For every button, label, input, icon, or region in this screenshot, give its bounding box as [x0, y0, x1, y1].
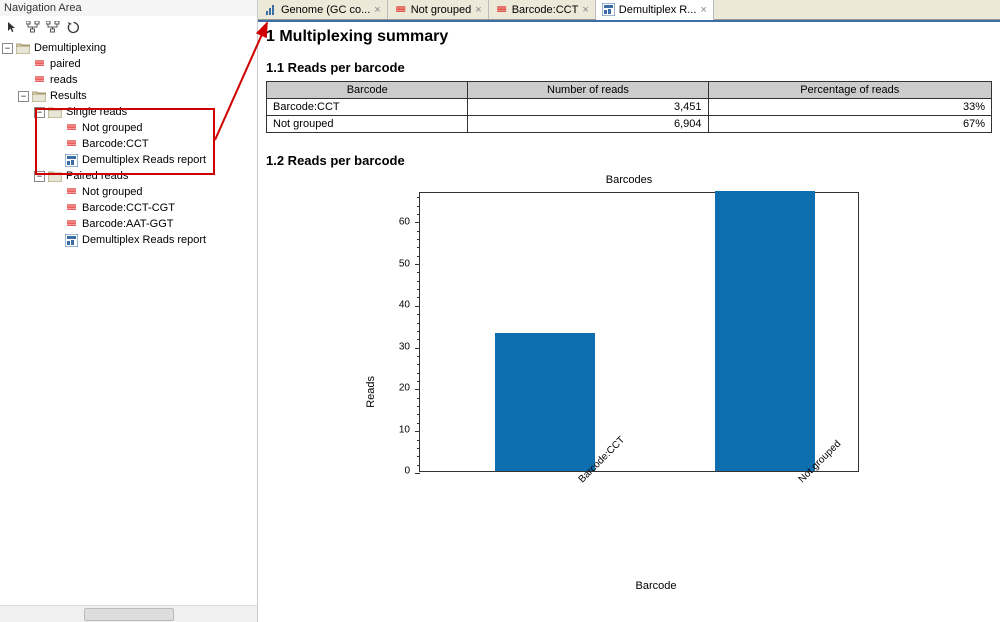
tree-item-paired[interactable]: ≡≡ paired — [0, 56, 257, 72]
navigation-panel: Navigation Area − Demultiplexing ≡≡ pair… — [0, 0, 258, 622]
tree-label: Barcode:CCT — [82, 138, 149, 150]
reads-icon: ≡≡ — [63, 120, 79, 136]
tree-label: Barcode:CCT-CGT — [82, 202, 175, 214]
cell-pct: 33% — [708, 99, 991, 116]
nav-tree: − Demultiplexing ≡≡ paired ≡≡ reads − Re… — [0, 38, 257, 605]
table-row: Not grouped 6,904 67% — [267, 116, 992, 133]
col-barcode: Barcode — [267, 82, 468, 99]
tree-label: Demultiplexing — [34, 42, 106, 54]
tree-item-pr-report[interactable]: Demultiplex Reads report — [0, 232, 257, 248]
report-content: 1 Multiplexing summary 1.1 Reads per bar… — [258, 20, 1000, 622]
tree-label: Barcode:AAT-GGT — [82, 218, 174, 230]
tab-label: Genome (GC co... — [281, 4, 370, 16]
reads-icon: ≡≡ — [63, 200, 79, 216]
close-icon[interactable]: × — [700, 4, 706, 16]
folder-icon — [31, 88, 47, 104]
cursor-icon[interactable] — [4, 18, 22, 36]
nav-toolbar — [0, 16, 257, 38]
report-h2b: 1.2 Reads per barcode — [266, 153, 992, 168]
chart-plot: 0102030405060 — [419, 192, 859, 472]
col-num: Number of reads — [468, 82, 708, 99]
reads-icon: ≡≡ — [63, 184, 79, 200]
tree-label: Not grouped — [82, 122, 143, 134]
reads-icon: ≡≡ — [31, 72, 47, 88]
tree-item-sr-report[interactable]: Demultiplex Reads report — [0, 152, 257, 168]
tab-not-grouped[interactable]: ≡≡ Not grouped × — [388, 0, 489, 19]
tab-barcode-cct[interactable]: ≡≡ Barcode:CCT × — [489, 0, 596, 19]
main-panel: Genome (GC co... × ≡≡ Not grouped × ≡≡ B… — [258, 0, 1000, 622]
cell-barcode: Barcode:CCT — [267, 99, 468, 116]
tab-label: Barcode:CCT — [512, 4, 579, 16]
reads-icon: ≡≡ — [495, 3, 508, 16]
tree-item-single-reads[interactable]: − Single reads — [0, 104, 257, 120]
tree-label: Paired reads — [66, 170, 128, 182]
tree-item-pr-barcode-cct-cgt[interactable]: ≡≡ Barcode:CCT-CGT — [0, 200, 257, 216]
reads-icon: ≡≡ — [63, 216, 79, 232]
col-pct: Percentage of reads — [708, 82, 991, 99]
tree-label: Demultiplex Reads report — [82, 234, 206, 246]
refresh-icon[interactable] — [64, 18, 82, 36]
tree-icon[interactable] — [24, 18, 42, 36]
tab-genome[interactable]: Genome (GC co... × — [258, 0, 388, 19]
chart-xlabel: Barcode — [419, 580, 893, 592]
bar-chart: Barcodes Reads 0102030405060 Barcode:CCT… — [266, 174, 992, 592]
table-row: Barcode:CCT 3,451 33% — [267, 99, 992, 116]
close-icon[interactable]: × — [582, 4, 588, 16]
report-icon — [602, 3, 615, 16]
tree-item-pr-not-grouped[interactable]: ≡≡ Not grouped — [0, 184, 257, 200]
tree-item-reads[interactable]: ≡≡ reads — [0, 72, 257, 88]
chart-icon — [264, 3, 277, 16]
nav-title: Navigation Area — [0, 0, 257, 16]
close-icon[interactable]: × — [374, 4, 380, 16]
cell-num: 6,904 — [468, 116, 708, 133]
tab-label: Demultiplex R... — [619, 4, 697, 16]
expander-icon[interactable]: − — [34, 107, 45, 118]
report-h2a: 1.1 Reads per barcode — [266, 60, 992, 75]
tree-label: reads — [50, 74, 78, 86]
report-icon — [63, 232, 79, 248]
horizontal-scrollbar[interactable] — [0, 605, 257, 622]
expander-icon[interactable]: − — [2, 43, 13, 54]
tree-item-root[interactable]: − Demultiplexing — [0, 40, 257, 56]
tree-label: Single reads — [66, 106, 127, 118]
chart-title: Barcodes — [606, 174, 652, 186]
reads-icon: ≡≡ — [394, 3, 407, 16]
tree-item-pr-barcode-aat-ggt[interactable]: ≡≡ Barcode:AAT-GGT — [0, 216, 257, 232]
folder-icon — [47, 104, 63, 120]
tree-label: Results — [50, 90, 87, 102]
report-icon — [63, 152, 79, 168]
folder-icon — [15, 40, 31, 56]
expander-icon[interactable]: − — [18, 91, 29, 102]
tab-demultiplex[interactable]: Demultiplex R... × — [596, 0, 714, 20]
tree-item-paired-reads[interactable]: − Paired reads — [0, 168, 257, 184]
reads-table: Barcode Number of reads Percentage of re… — [266, 81, 992, 133]
cell-pct: 67% — [708, 116, 991, 133]
close-icon[interactable]: × — [475, 4, 481, 16]
tree2-icon[interactable] — [44, 18, 62, 36]
reads-icon: ≡≡ — [63, 136, 79, 152]
reads-icon: ≡≡ — [31, 56, 47, 72]
tree-label: Not grouped — [82, 186, 143, 198]
chart-xticks: Barcode:CCTNot grouped — [453, 472, 893, 532]
tree-item-sr-not-grouped[interactable]: ≡≡ Not grouped — [0, 120, 257, 136]
tree-item-results[interactable]: − Results — [0, 88, 257, 104]
report-h1: 1 Multiplexing summary — [266, 28, 992, 46]
expander-icon[interactable]: − — [34, 171, 45, 182]
tree-label: Demultiplex Reads report — [82, 154, 206, 166]
tab-bar: Genome (GC co... × ≡≡ Not grouped × ≡≡ B… — [258, 0, 1000, 20]
tree-item-sr-barcode-cct[interactable]: ≡≡ Barcode:CCT — [0, 136, 257, 152]
cell-num: 3,451 — [468, 99, 708, 116]
tab-label: Not grouped — [411, 4, 472, 16]
cell-barcode: Not grouped — [267, 116, 468, 133]
folder-icon — [47, 168, 63, 184]
tree-label: paired — [50, 58, 81, 70]
